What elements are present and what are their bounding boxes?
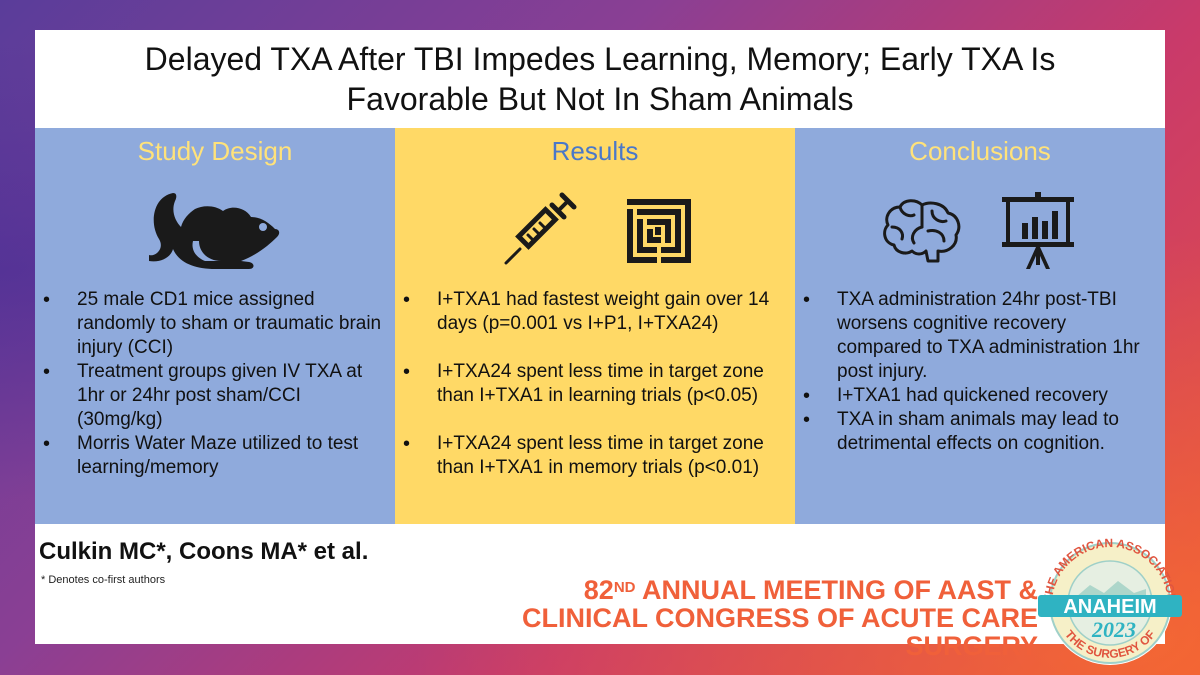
- meeting-title: ANNUAL MEETING OF AAST &: [635, 575, 1038, 605]
- seal-city: ANAHEIM: [1063, 596, 1156, 618]
- meeting-number: 82: [583, 575, 614, 605]
- meeting-banner: 82ND ANNUAL MEETING OF AAST & CLINICAL C…: [478, 576, 1038, 660]
- meeting-line-2: CLINICAL CONGRESS OF ACUTE CARE SURGERY: [521, 603, 1038, 661]
- conclusions-column: Conclusions: [795, 128, 1165, 524]
- study-design-column: Study Design 25 male CD1 mice assigned r…: [35, 128, 395, 524]
- abstract-title: Delayed TXA After TBI Impedes Learning, …: [144, 41, 1056, 117]
- seal-year: 2023: [1091, 617, 1136, 642]
- maze-icon: [627, 199, 691, 263]
- mouse-icon: [149, 193, 280, 269]
- list-item: Morris Water Maze utilized to test learn…: [41, 432, 385, 480]
- column-heading: Study Design: [137, 136, 293, 166]
- column-heading: Conclusions: [909, 136, 1051, 166]
- presentation-chart-icon: [1002, 192, 1074, 269]
- list-item: Treatment groups given IV TXA at 1hr or …: [41, 360, 385, 432]
- syringe-icon: [504, 192, 577, 265]
- meeting-ordinal: ND: [613, 579, 636, 596]
- column-heading: Results: [551, 136, 639, 166]
- authors-footnote: * Denotes co-first authors: [41, 574, 166, 586]
- abstract-card: Delayed TXA After TBI Impedes Learning, …: [35, 30, 1165, 644]
- list-item: 25 male CD1 mice assigned randomly to sh…: [41, 288, 385, 360]
- list-item: TXA administration 24hr post-TBI worsens…: [801, 288, 1155, 384]
- list-item: I+TXA1 had fastest weight gain over 14 d…: [401, 288, 785, 336]
- list-item: TXA in sham animals may lead to detrimen…: [801, 408, 1155, 456]
- aast-anaheim-seal: THE AMERICAN ASSOCIATION THE SURGERY OF …: [1038, 536, 1182, 665]
- list-item: I+TXA24 spent less time in target zone t…: [401, 360, 785, 408]
- list-item: I+TXA1 had quickened recovery: [801, 384, 1155, 408]
- study-design-bullets: 25 male CD1 mice assigned randomly to sh…: [41, 288, 385, 480]
- results-column: Results: [395, 128, 795, 524]
- meeting-line-1: 82ND ANNUAL MEETING OF AAST &: [478, 576, 1038, 604]
- conclusions-bullets: TXA administration 24hr post-TBI worsens…: [801, 288, 1155, 456]
- brain-icon: [883, 199, 961, 263]
- results-bullets: I+TXA1 had fastest weight gain over 14 d…: [401, 288, 785, 504]
- authors: Culkin MC*, Coons MA* et al.: [39, 538, 369, 565]
- list-item: I+TXA24 spent less time in target zone t…: [401, 432, 785, 480]
